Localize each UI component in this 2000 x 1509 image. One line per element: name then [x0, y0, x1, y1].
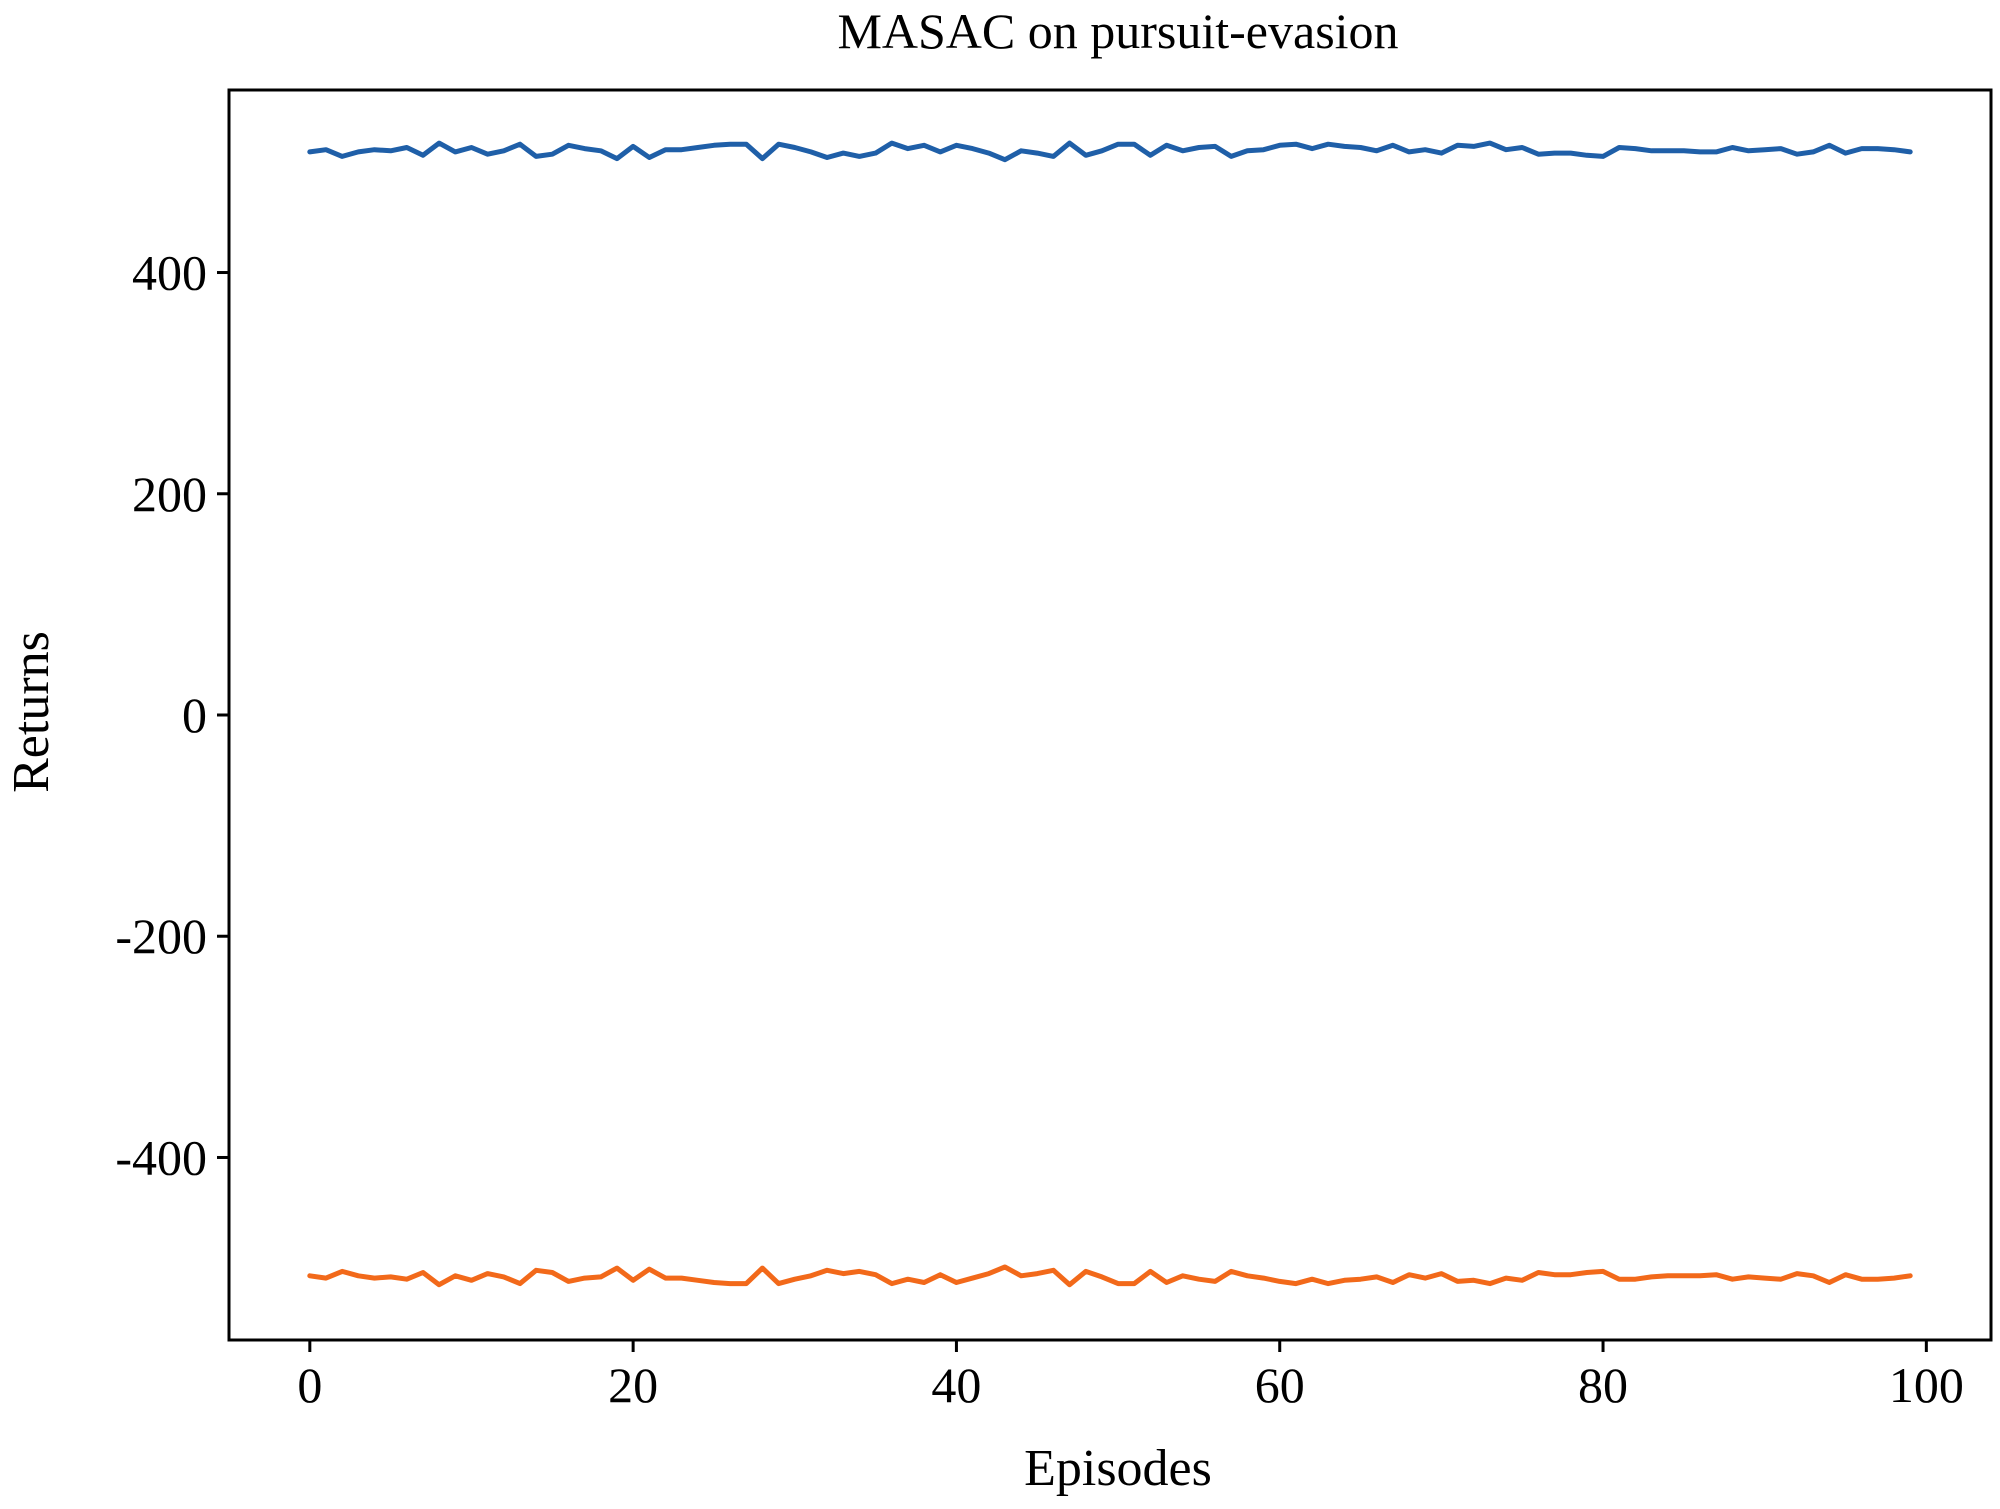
y-tick-label: 200	[132, 466, 207, 522]
x-tick-label: 100	[1889, 1357, 1964, 1413]
y-tick-label: 0	[182, 687, 207, 743]
plot-frame	[227, 88, 1993, 1342]
x-axis-ticks: 0 20 40 60 80 100	[297, 1340, 1964, 1413]
x-tick-label: 0	[297, 1357, 322, 1413]
chart-title: MASAC on pursuit-evasion	[837, 3, 1398, 59]
x-tick-label: 60	[1255, 1357, 1305, 1413]
y-tick-label: -200	[115, 908, 207, 964]
y-tick-label: 400	[132, 245, 207, 301]
series-line-evader	[307, 1264, 1913, 1288]
series-group	[307, 140, 1913, 1288]
x-tick-label: 40	[931, 1357, 981, 1413]
y-tick-label: -400	[115, 1129, 207, 1185]
x-axis-label: Episodes	[1024, 1440, 1212, 1497]
x-tick-label: 80	[1578, 1357, 1628, 1413]
x-tick-label: 20	[608, 1357, 658, 1413]
y-axis-ticks: 400 200 0 -200 -400	[115, 245, 229, 1185]
y-axis-label: Returns	[3, 631, 60, 793]
series-line-pursuer	[307, 140, 1913, 163]
